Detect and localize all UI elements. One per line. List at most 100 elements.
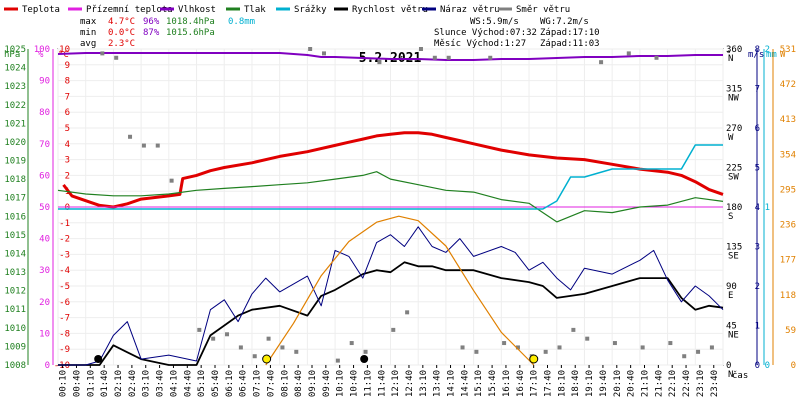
legend-label: Směr větru bbox=[516, 5, 570, 15]
wind-direction-point bbox=[238, 345, 243, 350]
x-tick-label: 18:10 bbox=[557, 370, 567, 397]
solar-tick: 118 bbox=[780, 291, 796, 301]
info-wg: WG:7.2m/s bbox=[540, 17, 589, 27]
solar-tick: 0 bbox=[791, 361, 796, 371]
wind-direction-point bbox=[363, 349, 368, 354]
stats-max-label: max bbox=[80, 17, 97, 27]
x-tick-label: 01:40 bbox=[100, 370, 110, 397]
temperature-tick: 2 bbox=[65, 171, 70, 181]
wind-direction-point bbox=[128, 134, 133, 139]
wind-direction-point bbox=[515, 345, 520, 350]
wind-direction-point bbox=[557, 345, 562, 350]
axis-direction-unit: ° bbox=[726, 50, 731, 60]
humidity-tick: 40 bbox=[39, 235, 50, 245]
direction-tick: NW bbox=[728, 94, 739, 104]
wind-direction-point bbox=[141, 143, 146, 148]
solar-tick: 59 bbox=[785, 326, 796, 336]
x-tick-label: 07:10 bbox=[253, 370, 263, 397]
x-tick-label: 12:10 bbox=[391, 370, 401, 397]
x-tick-label: 02:10 bbox=[114, 370, 124, 397]
info-ws: WS:5.9m/s bbox=[470, 17, 519, 27]
info-block: WS:5.9m/s WG:7.2m/s Slunce Východ:07:32 … bbox=[434, 17, 600, 49]
wind-direction-point bbox=[225, 332, 230, 337]
direction-tick: S bbox=[728, 212, 733, 222]
solar-tick: 236 bbox=[780, 221, 796, 231]
x-tick-label: 03:40 bbox=[156, 370, 166, 397]
humidity-tick: 80 bbox=[39, 108, 50, 118]
pressure-tick: 1013 bbox=[4, 268, 26, 278]
x-tick-label: 11:40 bbox=[377, 370, 387, 397]
direction-tick: NE bbox=[728, 331, 739, 341]
wind-tick: 4 bbox=[755, 203, 760, 213]
direction-tick: 225 bbox=[726, 164, 742, 174]
wind-direction-point bbox=[335, 358, 340, 363]
temperature-tick: -4 bbox=[59, 266, 70, 276]
series-temp-line bbox=[62, 131, 724, 209]
legend: Teplota Přízemní teplota Vlhkost Tlak Srážky… bbox=[4, 5, 570, 15]
humidity-tick: 10 bbox=[39, 329, 50, 339]
wind-direction-point bbox=[197, 327, 202, 332]
humidity-tick: 20 bbox=[39, 298, 50, 308]
temperature-tick: -10 bbox=[54, 361, 70, 371]
x-tick-label: 16:10 bbox=[502, 370, 512, 397]
pressure-tick: 1008 bbox=[4, 361, 26, 371]
series-layer bbox=[57, 47, 724, 366]
wind-direction-point bbox=[169, 178, 174, 183]
solar-tick: 295 bbox=[780, 185, 796, 195]
pressure-tick: 1011 bbox=[4, 305, 26, 315]
wind-direction-point bbox=[405, 310, 410, 315]
x-tick-label: 18:40 bbox=[571, 370, 581, 397]
humidity-tick: 60 bbox=[39, 171, 50, 181]
solar-tick: 177 bbox=[780, 256, 796, 266]
humidity-tick: 30 bbox=[39, 266, 50, 276]
wind-direction-point bbox=[709, 345, 714, 350]
pressure-tick: 1021 bbox=[4, 119, 26, 129]
x-tick-label: 04:10 bbox=[169, 370, 179, 397]
pressure-tick: 1012 bbox=[4, 287, 26, 297]
temperature-tick: -8 bbox=[59, 329, 70, 339]
temperature-tick: -3 bbox=[59, 250, 70, 260]
pressure-tick: 1010 bbox=[4, 324, 26, 334]
direction-tick: N bbox=[728, 370, 733, 380]
wind-direction-point bbox=[114, 55, 119, 60]
temperature-tick: 4 bbox=[65, 140, 70, 150]
x-tick-label: 21:40 bbox=[654, 370, 664, 397]
legend-label: Rychlost větru bbox=[352, 5, 428, 15]
temperature-tick: -5 bbox=[59, 282, 70, 292]
wind-direction-point bbox=[266, 336, 271, 341]
solar-tick: 531 bbox=[780, 45, 796, 55]
direction-tick: 90 bbox=[726, 282, 737, 292]
wind-direction-point bbox=[252, 354, 257, 359]
stats-min-label: min bbox=[80, 28, 96, 38]
x-tick-label: 22:10 bbox=[668, 370, 678, 397]
series-hum-line bbox=[57, 52, 723, 61]
stats-avg-label: avg bbox=[80, 39, 96, 49]
temperature-tick: -6 bbox=[59, 298, 70, 308]
x-tick-label: 14:10 bbox=[447, 370, 457, 397]
x-tick-label: 00:10 bbox=[59, 370, 69, 397]
legend-label: Náraz větru bbox=[440, 5, 500, 15]
wind-direction-point bbox=[432, 55, 437, 60]
temperature-tick: 9 bbox=[65, 61, 70, 71]
wind-direction-point bbox=[502, 341, 507, 346]
solar-tick: 413 bbox=[780, 115, 796, 125]
wind-direction-point bbox=[654, 55, 659, 60]
axis-solar-unit: W bbox=[780, 50, 786, 60]
wind-direction-point bbox=[626, 51, 631, 56]
wind-tick: 1 bbox=[755, 322, 760, 332]
wind-direction-point bbox=[640, 345, 645, 350]
pressure-tick: 1009 bbox=[4, 342, 26, 352]
x-tick-label: 13:10 bbox=[419, 370, 429, 397]
x-tick-label: 16:40 bbox=[516, 370, 526, 397]
direction-tick: 45 bbox=[726, 322, 737, 332]
temperature-tick: 10 bbox=[59, 45, 70, 55]
axis-humidity-unit: % bbox=[38, 50, 44, 60]
x-tick-label: 20:10 bbox=[613, 370, 623, 397]
direction-tick: 135 bbox=[726, 243, 742, 253]
wind-direction-point bbox=[599, 60, 604, 65]
moonrise-marker bbox=[94, 355, 103, 363]
x-tick-label: 01:10 bbox=[86, 370, 96, 397]
stats-max-rain: 0.8mm bbox=[228, 17, 255, 27]
humidity-tick: 100 bbox=[34, 45, 50, 55]
stats-min-temp: 0.0°C bbox=[108, 28, 135, 38]
